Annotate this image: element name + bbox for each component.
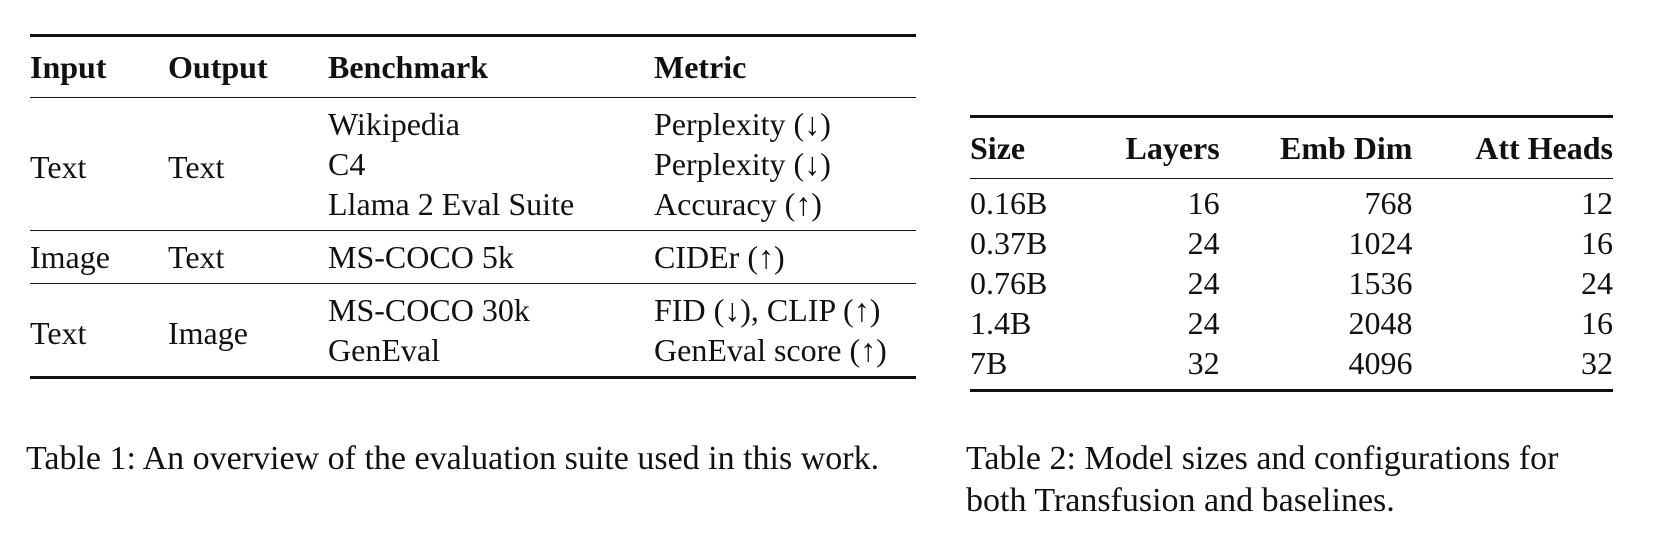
cell: 12 (1581, 184, 1613, 221)
cell: 1536 (1348, 264, 1413, 301)
output-cell: Image (168, 314, 248, 351)
model-size-table: Size Layers Emb Dim Att Heads 0.16B 16 768 12 0… (970, 115, 1613, 392)
row: 0.37B 24 1024 16 (970, 223, 1613, 263)
cell: 24 (1187, 224, 1220, 261)
cell: MS-COCO 5k (328, 238, 514, 275)
header-cell: Metric (654, 48, 747, 85)
row: Image Text MS-COCO 5k CIDEr (↑) (30, 231, 916, 284)
row: Text Text Wikipedia Perplexity (↓) (30, 98, 916, 185)
cell: GenEval (328, 331, 440, 368)
cell: Accuracy (↑) (654, 185, 822, 222)
header-cell: Input (30, 48, 107, 85)
header-row: Size Layers Emb Dim Att Heads (970, 116, 1613, 179)
input-cell: Image (30, 238, 110, 275)
cell: C4 (328, 145, 366, 182)
cell: 1024 (1348, 224, 1413, 261)
header-cell: Output (168, 48, 268, 85)
table-body: 0.16B 16 768 12 0.37B 24 1024 16 0.76B 24 1536 24 1.… (970, 179, 1613, 391)
cell: 16 (1187, 184, 1220, 221)
cell: 16 (1581, 304, 1613, 341)
row: 0.16B 16 768 12 (970, 179, 1613, 224)
cell: Perplexity (↓) (654, 145, 831, 182)
cell: 24 (1187, 304, 1220, 341)
row: 0.76B 24 1536 24 (970, 263, 1613, 303)
cell: Wikipedia (328, 105, 460, 142)
caption: Table 1: An overview of the evaluation s… (26, 440, 880, 477)
cell: FID (↓), CLIP (↑) (654, 291, 881, 328)
cell: 0.16B (970, 184, 1048, 221)
row: Text Image MS-COCO 30k FID (↓), CLIP (↑) (30, 284, 916, 351)
row-group: Image Text MS-COCO 5k CIDEr (↑) (30, 231, 916, 284)
evaluation-table: Input Output Benchmark Metric Text Text Wikip… (30, 34, 916, 379)
cell: 7B (970, 344, 1008, 381)
cell: 768 (1364, 184, 1413, 221)
row: 1.4B 24 2048 16 (970, 303, 1613, 343)
cell: CIDEr (↑) (654, 238, 785, 275)
cell: Perplexity (↓) (654, 105, 831, 142)
cell: 24 (1581, 264, 1613, 301)
row: C4 Perplexity (↓) (30, 144, 916, 184)
header-row: Input Output Benchmark Metric (30, 35, 916, 98)
output-cell: Text (168, 148, 225, 185)
row: 7B 32 4096 32 (970, 343, 1613, 391)
row-group: Text Image MS-COCO 30k FID (↓), CLIP (↑) Gen… (30, 284, 916, 378)
cell: 24 (1187, 264, 1220, 301)
cell: 1.4B (970, 304, 1032, 341)
header-cell: Layers (1125, 129, 1220, 166)
input-cell: Text (30, 148, 87, 185)
header-cell: Att Heads (1475, 129, 1613, 166)
cell: 32 (1187, 344, 1220, 381)
cell: 4096 (1348, 344, 1413, 381)
cell: 2048 (1348, 304, 1413, 341)
cell: 32 (1581, 344, 1613, 381)
row: GenEval GenEval score (↑) (30, 330, 916, 378)
output-cell: Text (168, 238, 225, 275)
header-cell: Size (970, 129, 1026, 166)
cell: 0.76B (970, 264, 1048, 301)
row-group: Text Text Wikipedia Perplexity (↓) C4 Perplex… (30, 98, 916, 231)
cell: 0.37B (970, 224, 1048, 261)
caption: Table 2: Model sizes and configurations … (966, 440, 1559, 519)
cell: 16 (1581, 224, 1613, 261)
header-cell: Benchmark (328, 48, 488, 85)
cell: Llama 2 Eval Suite (328, 185, 575, 222)
cell: MS-COCO 30k (328, 291, 530, 328)
header-cell: Emb Dim (1280, 129, 1413, 166)
input-cell: Text (30, 314, 87, 351)
cell: GenEval score (↑) (654, 331, 887, 368)
row: Llama 2 Eval Suite Accuracy (↑) (30, 184, 916, 231)
